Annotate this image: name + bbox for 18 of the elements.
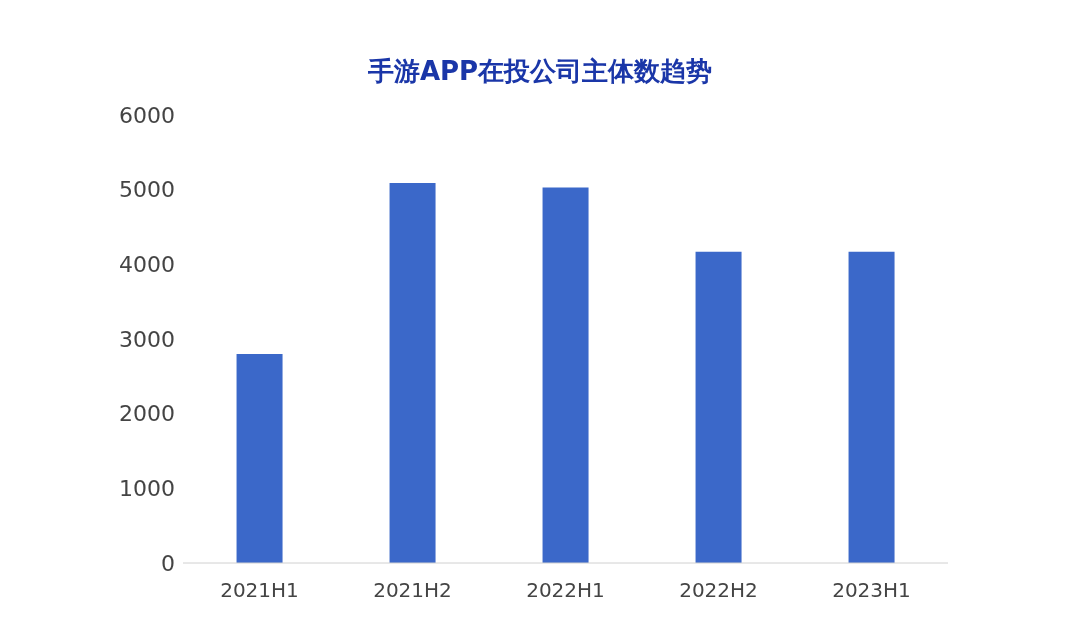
x-tick-label: 2023H1	[832, 578, 911, 603]
x-tick-label: 2021H2	[373, 578, 452, 603]
y-tick-label: 5000	[119, 177, 175, 203]
chart-title: 手游APP在投公司主体数趋势	[366, 55, 714, 88]
y-tick-label: 1000	[119, 476, 175, 502]
x-tick-label: 2022H1	[526, 578, 605, 603]
x-tick-label: 2021H1	[220, 578, 299, 603]
y-tick-label: 4000	[119, 252, 175, 278]
x-tick-label: 2022H2	[679, 578, 758, 603]
y-tick-label: 2000	[119, 401, 175, 427]
bar	[236, 353, 283, 563]
y-tick-label: 6000	[119, 102, 175, 128]
bar	[542, 187, 589, 563]
y-tick-label: 0	[161, 550, 175, 576]
y-tick-label: 3000	[119, 326, 175, 352]
bar	[848, 251, 895, 563]
bar	[695, 251, 742, 563]
bar	[389, 182, 436, 563]
